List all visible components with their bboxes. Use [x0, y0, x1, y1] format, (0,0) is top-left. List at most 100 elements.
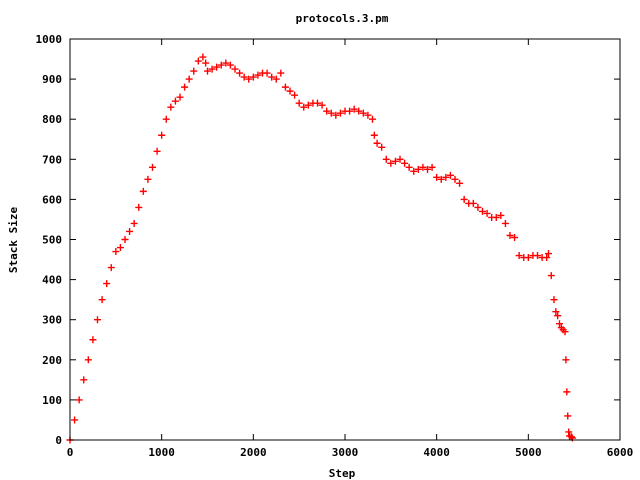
data-point	[116, 244, 124, 252]
data-point	[456, 179, 464, 187]
data-point	[387, 159, 395, 167]
data-point	[130, 219, 138, 227]
data-point	[318, 101, 326, 109]
data-point	[545, 250, 552, 258]
data-point	[194, 57, 202, 65]
y-axis-label: Stack Size	[7, 207, 20, 274]
axis-ticks: 0 1000 2000 3000 4000 5000 6000 0 100 200 300 400 50…	[36, 33, 634, 459]
y-tick-label: 600	[42, 193, 62, 206]
data-point	[479, 207, 486, 215]
data-point	[552, 308, 560, 316]
data-point	[364, 111, 372, 119]
x-tick-label: 6000	[607, 446, 634, 459]
data-point	[378, 143, 386, 151]
data-point	[240, 73, 248, 81]
data-point	[281, 83, 289, 91]
x-tick-label: 0	[67, 446, 74, 459]
x-tick-label: 1000	[148, 446, 175, 459]
data-point	[185, 75, 193, 83]
data-point	[474, 203, 482, 211]
data-point	[291, 91, 299, 99]
data-point	[222, 59, 230, 67]
data-point	[94, 316, 101, 324]
data-point	[451, 175, 459, 183]
data-point	[414, 165, 422, 173]
data-point	[565, 428, 573, 436]
data-point	[350, 105, 358, 113]
data-point	[511, 233, 519, 241]
data-point	[506, 231, 514, 239]
data-point	[567, 433, 575, 441]
x-tick-label: 2000	[240, 446, 267, 459]
data-point	[437, 175, 445, 183]
data-point	[304, 101, 312, 109]
data-point	[231, 65, 239, 73]
data-point	[295, 99, 303, 107]
y-tick-label: 1000	[36, 33, 63, 46]
data-point	[162, 115, 170, 123]
data-point	[446, 171, 454, 179]
data-point	[369, 115, 376, 123]
data-point	[144, 175, 152, 183]
data-point	[75, 396, 83, 404]
data-point	[419, 163, 427, 171]
data-point	[401, 159, 409, 167]
data-point	[556, 320, 563, 328]
data-point	[286, 87, 294, 95]
data-point	[149, 163, 156, 171]
data-point	[336, 109, 344, 117]
x-tick-label: 3000	[332, 446, 359, 459]
x-tick-label: 4000	[423, 446, 450, 459]
data-point	[355, 107, 363, 115]
data-point	[382, 155, 390, 163]
data-point	[202, 59, 210, 67]
data-point	[346, 107, 354, 115]
data-point	[534, 252, 541, 260]
data-point	[524, 254, 532, 262]
data-point	[554, 312, 562, 320]
data-point	[121, 236, 129, 243]
y-tick-label: 400	[42, 274, 62, 287]
x-axis-label: Step	[329, 467, 356, 480]
data-point	[428, 163, 436, 171]
data-point	[181, 83, 189, 91]
data-point	[492, 213, 500, 221]
data-point	[226, 61, 234, 69]
data-point	[71, 416, 79, 424]
data-point	[370, 131, 378, 139]
data-point	[332, 111, 340, 119]
data-point	[547, 272, 555, 280]
data-point	[277, 69, 285, 77]
data-point	[497, 211, 505, 219]
data-point	[515, 252, 523, 260]
data-point	[359, 109, 367, 117]
data-point	[254, 71, 262, 79]
data-point	[107, 264, 115, 272]
data-point	[103, 280, 111, 288]
data-point	[469, 199, 477, 207]
data-point	[314, 99, 321, 107]
data-point	[217, 61, 225, 69]
data-point	[190, 67, 198, 75]
data-point	[84, 356, 92, 364]
data-point	[562, 356, 570, 364]
data-point	[249, 73, 257, 81]
data-point	[391, 157, 399, 165]
data-point	[323, 107, 331, 115]
data-point	[98, 296, 106, 304]
data-point	[126, 227, 134, 235]
data-point	[89, 336, 97, 344]
data-point	[153, 147, 161, 155]
data-point	[80, 376, 88, 384]
data-point	[501, 219, 509, 227]
data-point	[158, 131, 166, 139]
data-point	[410, 167, 418, 175]
y-tick-label: 200	[42, 354, 62, 367]
y-tick-label: 300	[42, 314, 62, 327]
data-point	[268, 73, 276, 81]
data-point	[213, 63, 221, 71]
data-point	[272, 75, 280, 83]
y-tick-label: 500	[42, 234, 62, 247]
y-tick-label: 100	[42, 394, 62, 407]
